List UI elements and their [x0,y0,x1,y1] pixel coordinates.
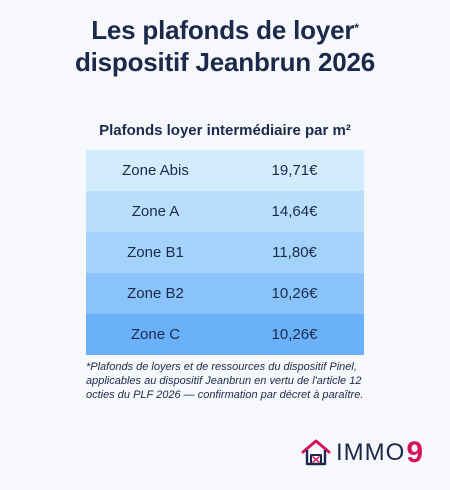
zone-label: Zone Abis [122,162,189,179]
title-line-1: Les plafonds de loyer [91,15,355,45]
logo-text: IMMO [336,439,406,466]
footnote: *Plafonds de loyers et de ressources du … [86,361,364,401]
table-row: Zone B1 11,80€ [86,232,364,273]
rent-ceiling-table: Zone Abis 19,71€ Zone A 14,64€ Zone B1 1… [86,150,364,355]
zone-value: 11,80€ [272,244,317,261]
zone-value: 10,26€ [271,326,318,343]
zone-label: Zone A [131,203,180,220]
logo-nine: 9 [406,436,424,469]
zone-label: Zone B1 [127,244,184,261]
table-row: Zone C 10,26€ [86,314,364,355]
zone-label: Zone C [130,326,181,343]
table-heading: Plafonds loyer intermédiaire par m² [99,122,351,139]
page-title: Les plafonds de loyer* dispositif Jeanbr… [0,14,450,78]
table-row: Zone A 14,64€ [86,191,364,232]
immo9-logo: IMMO 9 [300,436,423,470]
zone-value: 14,64€ [271,203,318,220]
table-row: Zone Abis 19,71€ [86,150,364,191]
table-row: Zone B2 10,26€ [86,273,364,314]
zone-value: 10,26€ [271,285,318,302]
title-line-2: dispositif Jeanbrun 2026 [74,47,376,77]
zone-value: 19,71€ [271,162,318,179]
title-asterisk: * [354,21,359,35]
house-icon [301,439,331,466]
zone-label: Zone B2 [127,285,184,302]
